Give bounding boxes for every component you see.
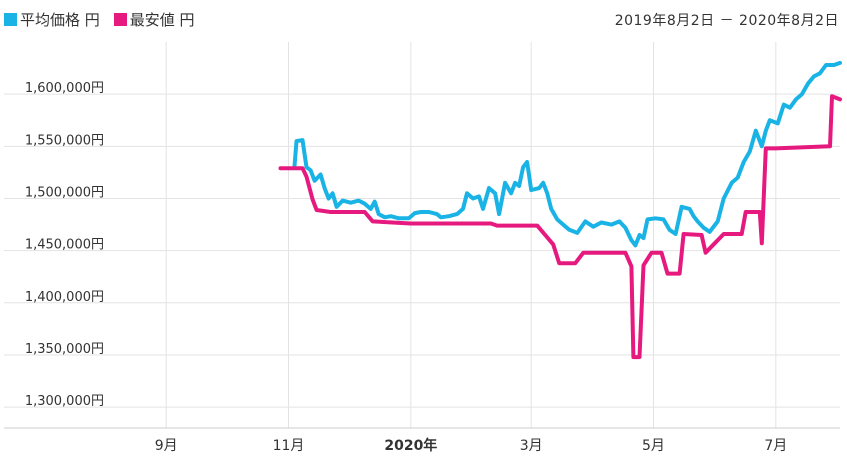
x-tick-label: 2020年 — [384, 437, 437, 454]
x-tick-label: 3月 — [520, 438, 543, 454]
y-tick-label: 1,550,000円 — [25, 133, 104, 148]
legend-label-min: 最安値 円 — [129, 11, 195, 29]
x-tick-label: 9月 — [155, 438, 178, 454]
series-layer — [278, 60, 842, 360]
y-tick-label: 1,300,000円 — [25, 394, 104, 409]
date-range: 2019年8月2日 － 2020年8月2日 — [614, 13, 839, 29]
y-tick-label: 1,500,000円 — [25, 185, 104, 200]
chart-legend: 平均価格 円 最安値 円 — [4, 9, 209, 30]
x-tick-label: 7月 — [764, 438, 787, 454]
grid-layer — [4, 42, 840, 428]
legend-swatch-min — [113, 13, 127, 26]
x-tick-label: 11月 — [273, 438, 305, 454]
legend-item-min[interactable]: 最安値 円 — [113, 9, 195, 30]
y-tick-label: 1,350,000円 — [25, 342, 104, 357]
legend-swatch-avg — [4, 13, 17, 26]
y-tick-label: 1,600,000円 — [25, 81, 104, 96]
y-tick-label: 1,400,000円 — [25, 290, 104, 305]
legend-item-avg[interactable]: 平均価格 円 — [4, 9, 100, 30]
y-tick-label: 1,450,000円 — [25, 238, 104, 253]
legend-label-avg: 平均価格 円 — [20, 11, 100, 29]
axis-layer: 1,300,000円 1,350,000円 1,400,000円 1,450,000円… — [4, 81, 840, 454]
x-tick-label: 5月 — [642, 438, 665, 454]
series-line-min-price — [278, 94, 842, 360]
series-line-avg-price — [292, 60, 842, 248]
